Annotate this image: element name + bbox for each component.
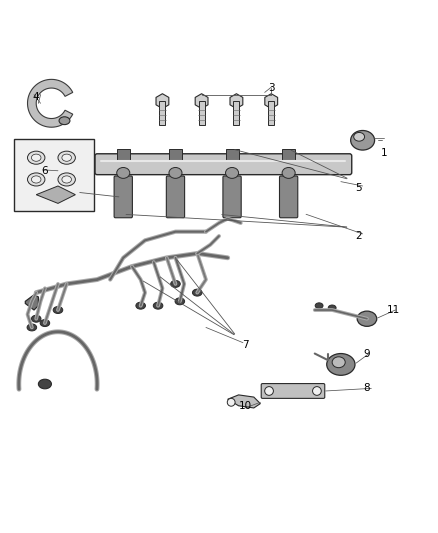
FancyBboxPatch shape [226,149,239,161]
Ellipse shape [153,302,163,309]
Ellipse shape [332,357,345,368]
Ellipse shape [315,303,323,309]
Ellipse shape [351,131,374,150]
Ellipse shape [357,311,377,326]
Text: 6: 6 [42,166,48,176]
Text: 9: 9 [364,349,370,359]
Ellipse shape [40,320,49,327]
Text: 1: 1 [381,148,388,158]
Text: 5: 5 [355,183,362,193]
Ellipse shape [192,289,202,296]
Text: 3: 3 [268,83,275,93]
Circle shape [313,386,321,395]
FancyBboxPatch shape [95,154,352,175]
Polygon shape [156,94,169,109]
FancyBboxPatch shape [233,101,240,125]
FancyBboxPatch shape [279,176,298,218]
FancyBboxPatch shape [166,176,185,218]
Ellipse shape [169,167,182,179]
Polygon shape [28,79,73,127]
Ellipse shape [226,167,239,179]
Ellipse shape [32,176,41,183]
Ellipse shape [58,151,75,164]
Polygon shape [230,94,243,109]
FancyBboxPatch shape [117,149,130,161]
FancyBboxPatch shape [282,149,295,161]
Polygon shape [195,94,208,109]
Text: 7: 7 [242,340,248,350]
Ellipse shape [32,154,41,161]
FancyBboxPatch shape [159,101,166,125]
Text: 11: 11 [386,305,400,315]
FancyBboxPatch shape [14,140,94,211]
Ellipse shape [171,280,180,287]
Text: 10: 10 [239,401,252,411]
FancyBboxPatch shape [198,101,205,125]
Ellipse shape [28,173,45,186]
Text: 4: 4 [33,92,39,102]
Polygon shape [25,295,39,310]
Ellipse shape [32,315,41,322]
Ellipse shape [62,176,71,183]
Ellipse shape [39,379,51,389]
Circle shape [227,398,235,406]
FancyBboxPatch shape [261,384,325,398]
Circle shape [265,386,273,395]
Ellipse shape [327,353,355,375]
Ellipse shape [58,173,75,186]
Ellipse shape [136,302,145,309]
Polygon shape [228,395,260,408]
Ellipse shape [328,305,336,311]
Ellipse shape [282,167,295,179]
FancyBboxPatch shape [223,176,241,218]
FancyBboxPatch shape [268,101,274,125]
Ellipse shape [62,154,71,161]
Ellipse shape [354,133,364,141]
Text: 2: 2 [355,231,362,241]
Ellipse shape [27,324,37,331]
Text: 8: 8 [364,383,370,393]
Ellipse shape [28,151,45,164]
Polygon shape [36,186,75,204]
Ellipse shape [53,306,63,313]
Ellipse shape [117,167,130,179]
Ellipse shape [59,117,70,125]
Ellipse shape [175,298,185,305]
FancyBboxPatch shape [114,176,132,218]
FancyBboxPatch shape [169,149,182,161]
Polygon shape [265,94,278,109]
